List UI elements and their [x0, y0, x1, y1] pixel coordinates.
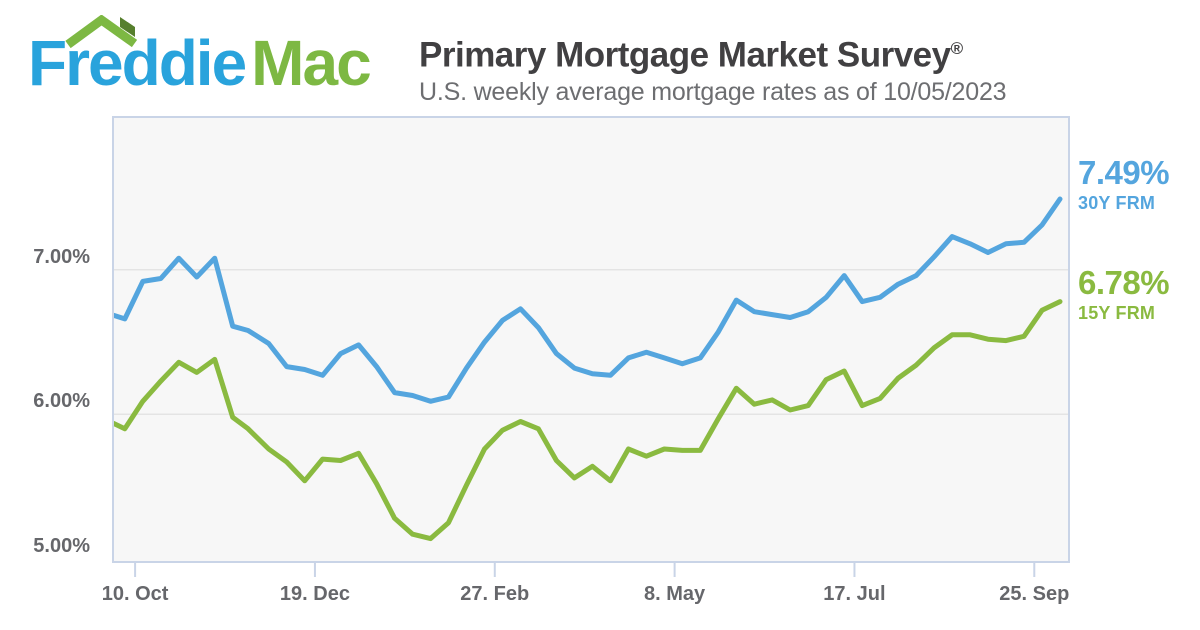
x-axis-label: 19. Dec [279, 583, 350, 605]
legend-30y-value: 7.49% [1078, 154, 1170, 191]
page-title: Primary Mortgage Market Survey® [419, 30, 963, 75]
legend-15y: 6.78% 15Y FRM [1078, 264, 1198, 324]
x-axis-label: 10. Oct [101, 583, 169, 605]
legend-30y: 7.49% 30Y FRM [1078, 154, 1198, 214]
logo-mac-text: Mac [251, 27, 371, 99]
legend-30y-label: 30Y FRM [1078, 193, 1156, 213]
y-axis-label: 6.00% [33, 390, 90, 413]
x-axis-label: 25. Sep [999, 583, 1070, 605]
y-axis-label: 7.00% [33, 245, 90, 268]
registered-mark: ® [950, 39, 964, 58]
legend-15y-label: 15Y FRM [1078, 303, 1156, 323]
logo-freddie-text: Freddie [28, 27, 247, 99]
x-axis-label: 17. Jul [823, 583, 886, 605]
page-subtitle: U.S. weekly average mortgage rates as of… [419, 78, 1007, 106]
page-title-text: Primary Mortgage Market Survey [419, 35, 951, 75]
freddie-mac-logo: FreddieMac [0, 0, 400, 110]
y-axis-label: 5.00% [33, 534, 90, 557]
x-axis-label: 27. Feb [460, 583, 530, 605]
x-axis-label: 8. May [644, 583, 706, 605]
logo-wordmark: FreddieMac [28, 31, 372, 95]
plot-border [112, 116, 1070, 563]
series-line-30y[interactable] [107, 196, 1063, 404]
series-line-15y[interactable] [107, 299, 1063, 542]
roof-icon [65, 15, 138, 49]
legend-15y-value: 6.78% [1078, 264, 1170, 301]
plot-area[interactable] [113, 117, 1069, 562]
